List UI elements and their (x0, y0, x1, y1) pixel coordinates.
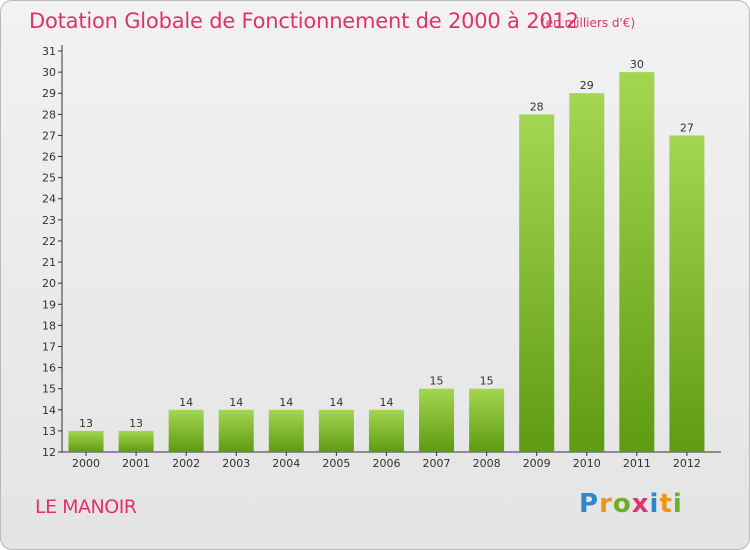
bar (218, 409, 254, 452)
bar (619, 72, 655, 453)
y-tick-label: 12 (42, 446, 56, 459)
y-tick-label: 16 (42, 362, 56, 375)
y-tick-label: 27 (42, 129, 56, 142)
x-tick-label: 2009 (523, 457, 551, 470)
logo-letter: o (612, 489, 632, 519)
y-tick-label: 29 (42, 87, 56, 100)
x-tick-label: 2001 (122, 457, 150, 470)
bar (368, 409, 404, 452)
x-tick-label: 2002 (172, 457, 200, 470)
x-tick-label: 2000 (72, 457, 100, 470)
bar-value-label: 14 (379, 396, 393, 409)
bars: 13 13 14 14 14 14 14 15 15 28 29 30 27 (68, 58, 705, 453)
y-tick-label: 23 (42, 214, 56, 227)
bar-value-label: 15 (480, 375, 494, 388)
bar (669, 135, 705, 452)
bar-value-label: 14 (279, 396, 293, 409)
bar-value-label: 29 (580, 79, 594, 92)
bar (118, 430, 154, 452)
y-tick-label: 21 (42, 256, 56, 269)
x-axis: 2000 2001 2002 2003 2004 2005 2006 2007 2008 2009… (62, 451, 721, 470)
proxiti-logo: Proxiti (579, 489, 683, 519)
y-tick-label: 13 (42, 425, 56, 438)
y-tick-label: 31 (42, 45, 56, 58)
x-tick-label: 2010 (573, 457, 601, 470)
x-tick-label: 2008 (473, 457, 501, 470)
chart-title: Dotation Globale de Fonctionnement de 20… (29, 9, 579, 33)
y-tick-label: 15 (42, 383, 56, 396)
logo-letter: r (599, 489, 613, 519)
bar-value-label: 30 (630, 58, 644, 71)
bar (569, 93, 605, 453)
bar (519, 114, 555, 452)
bar (68, 430, 104, 452)
y-tick-label: 30 (42, 66, 56, 79)
chart-unit: (en milliers d'€) (541, 16, 636, 30)
x-tick-label: 2004 (272, 457, 300, 470)
bar-value-label: 13 (79, 417, 93, 430)
y-tick-label: 17 (42, 340, 56, 353)
bar-value-label: 14 (179, 396, 193, 409)
x-tick-label: 2006 (372, 457, 400, 470)
y-axis: 12 13 14 15 16 17 18 19 20 21 22 23 24 25 26 27 28 29 30 31 (42, 45, 63, 459)
bar-value-label: 28 (530, 100, 544, 113)
x-tick-label: 2012 (673, 457, 701, 470)
y-tick-label: 14 (42, 404, 56, 417)
logo-letter: i (672, 489, 683, 519)
y-tick-label: 22 (42, 235, 56, 248)
x-tick-label: 2005 (322, 457, 350, 470)
y-tick-label: 26 (42, 151, 56, 164)
logo-letter: t (659, 489, 673, 519)
bar (318, 409, 354, 452)
bar-value-label: 27 (680, 121, 694, 134)
x-tick-label: 2007 (423, 457, 451, 470)
y-tick-label: 20 (42, 277, 56, 290)
logo-letter: i (649, 489, 660, 519)
bar-value-label: 14 (229, 396, 243, 409)
bar-value-label: 14 (329, 396, 343, 409)
x-tick-label: 2011 (623, 457, 651, 470)
y-tick-label: 25 (42, 172, 56, 185)
bar (168, 409, 204, 452)
y-tick-label: 24 (42, 193, 56, 206)
logo-letter: P (579, 489, 600, 519)
y-tick-label: 18 (42, 319, 56, 332)
y-tick-label: 28 (42, 108, 56, 121)
place-name: LE MANOIR (35, 496, 137, 518)
bar (268, 409, 304, 452)
bar (469, 388, 505, 452)
logo-letter: x (631, 489, 650, 519)
bar-value-label: 15 (430, 375, 444, 388)
y-tick-label: 19 (42, 298, 56, 311)
bar-value-label: 13 (129, 417, 143, 430)
bar (419, 388, 455, 452)
x-tick-label: 2003 (222, 457, 250, 470)
